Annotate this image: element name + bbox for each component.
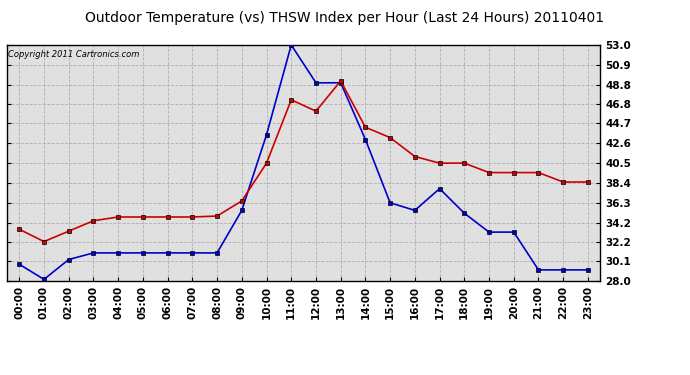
Text: Copyright 2011 Cartronics.com: Copyright 2011 Cartronics.com (8, 50, 139, 59)
Text: Outdoor Temperature (vs) THSW Index per Hour (Last 24 Hours) 20110401: Outdoor Temperature (vs) THSW Index per … (86, 11, 604, 25)
